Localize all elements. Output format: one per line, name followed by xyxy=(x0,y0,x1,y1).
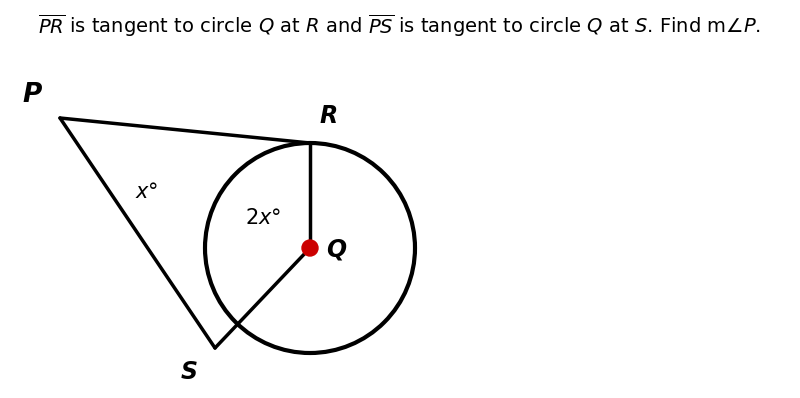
Text: P: P xyxy=(22,82,42,108)
Text: $x°$: $x°$ xyxy=(135,182,158,202)
Text: R: R xyxy=(320,104,338,128)
Text: S: S xyxy=(181,360,198,384)
Text: $\overline{PR}$ is tangent to circle $Q$ at $R$ and $\overline{PS}$ is tangent t: $\overline{PR}$ is tangent to circle $Q$… xyxy=(38,12,762,39)
Circle shape xyxy=(302,240,318,256)
Text: $2x°$: $2x°$ xyxy=(245,208,281,228)
Text: Q: Q xyxy=(326,238,346,262)
